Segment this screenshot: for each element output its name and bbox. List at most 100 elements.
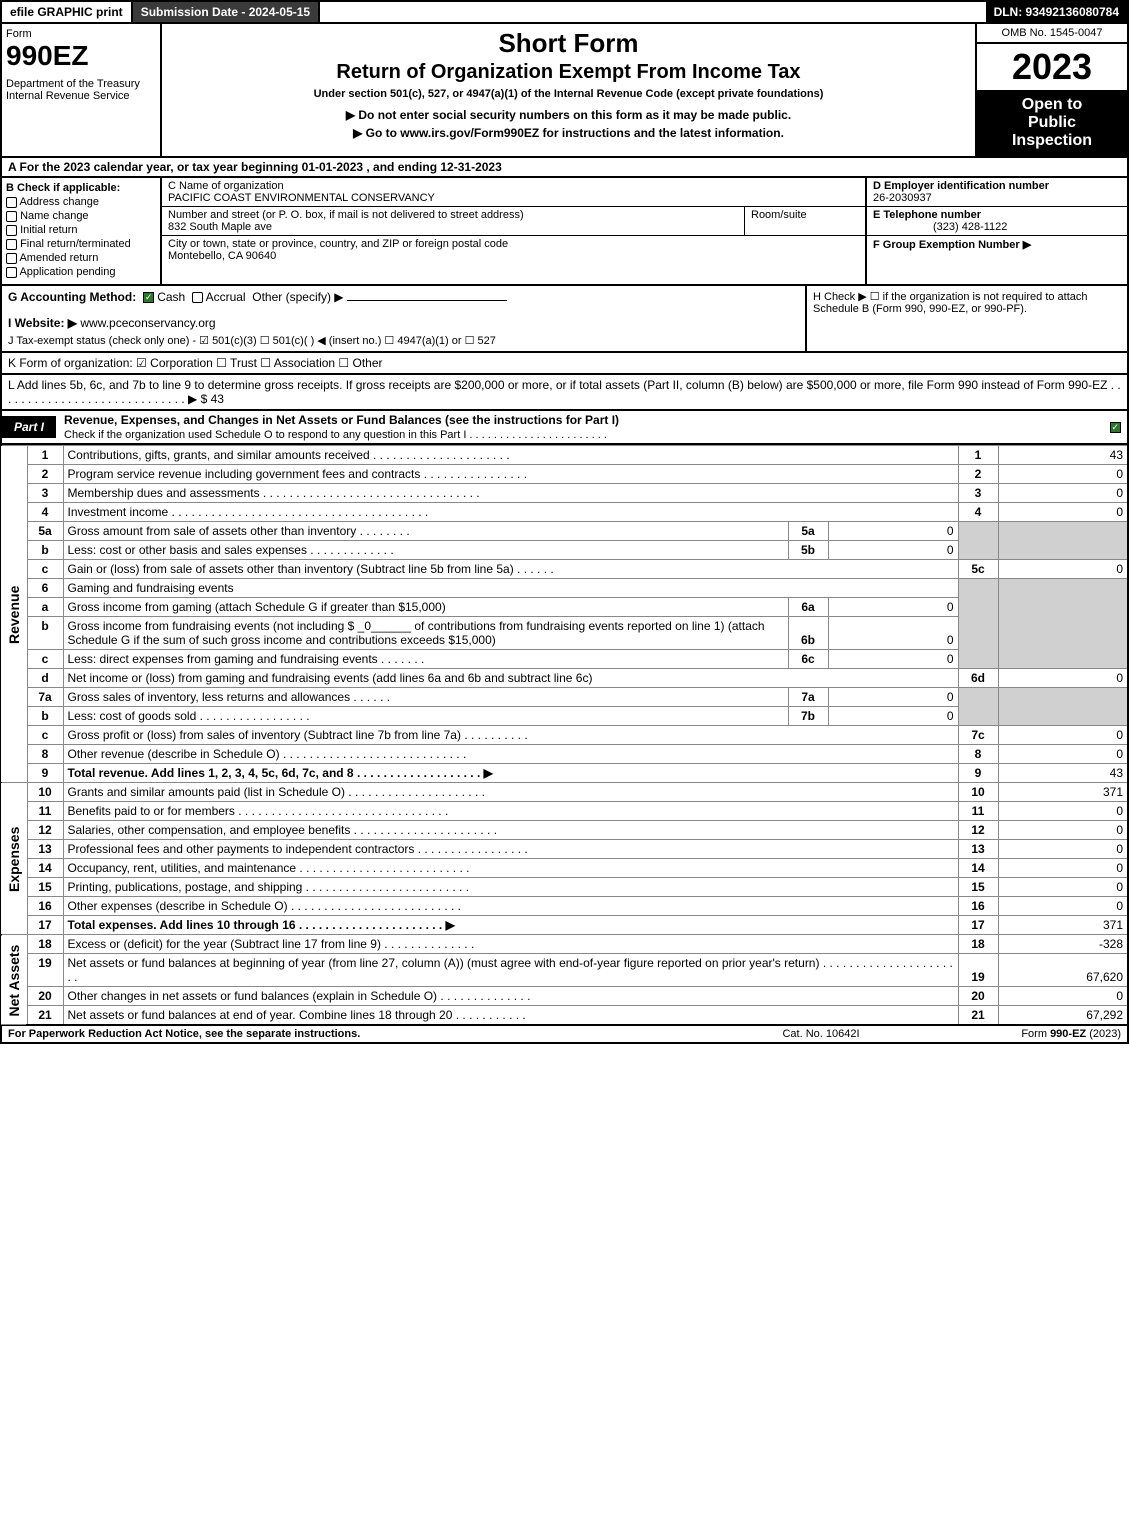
ln-6: 6 <box>27 579 63 598</box>
ref-16: 16 <box>958 897 998 916</box>
ref-10: 10 <box>958 783 998 802</box>
website-link[interactable]: www.pceconservancy.org <box>80 316 215 330</box>
val-5c: 0 <box>998 560 1128 579</box>
chk-application-pending[interactable]: Application pending <box>6 266 156 278</box>
desc-12: Salaries, other compensation, and employ… <box>63 821 958 840</box>
top-bar: efile GRAPHIC print Submission Date - 20… <box>0 0 1129 24</box>
efile-label[interactable]: efile GRAPHIC print <box>2 2 133 22</box>
form-word: Form <box>6 28 156 40</box>
val-3: 0 <box>998 484 1128 503</box>
ref-2: 2 <box>958 465 998 484</box>
ln-7a: 7a <box>27 688 63 707</box>
dln: DLN: 93492136080784 <box>986 2 1127 22</box>
website-label: I Website: ▶ <box>8 316 77 330</box>
subln-6c: 6c <box>788 650 828 669</box>
footer: For Paperwork Reduction Act Notice, see … <box>0 1026 1129 1044</box>
org-name-block: C Name of organization PACIFIC COAST ENV… <box>162 178 865 207</box>
chk-initial-return[interactable]: Initial return <box>6 224 156 236</box>
col-c-org-info: C Name of organization PACIFIC COAST ENV… <box>162 178 867 284</box>
val-16: 0 <box>998 897 1128 916</box>
chk-amended[interactable]: Amended return <box>6 252 156 264</box>
chk-address-change[interactable]: Address change <box>6 196 156 208</box>
chk-cash[interactable] <box>143 292 154 303</box>
ref-15: 15 <box>958 878 998 897</box>
ref-14: 14 <box>958 859 998 878</box>
city: Montebello, CA 90640 <box>168 250 859 262</box>
ln-15: 15 <box>27 878 63 897</box>
ln-16: 16 <box>27 897 63 916</box>
ref-7c: 7c <box>958 726 998 745</box>
ref-5c: 5c <box>958 560 998 579</box>
org-name-label: C Name of organization <box>168 180 859 192</box>
chk-final-return[interactable]: Final return/terminated <box>6 238 156 250</box>
desc-19: Net assets or fund balances at beginning… <box>63 954 958 987</box>
val-2: 0 <box>998 465 1128 484</box>
desc-14: Occupancy, rent, utilities, and maintena… <box>63 859 958 878</box>
instructions: ▶ Do not enter social security numbers o… <box>170 106 967 142</box>
ln-12: 12 <box>27 821 63 840</box>
suite-block: Room/suite <box>745 207 865 235</box>
val-11: 0 <box>998 802 1128 821</box>
header-left: Form 990EZ Department of the Treasury In… <box>2 24 162 156</box>
ref-9: 9 <box>958 764 998 783</box>
part-i-tab: Part I <box>2 416 56 438</box>
ln-13: 13 <box>27 840 63 859</box>
part-i-schedule-o-check[interactable] <box>1103 420 1127 434</box>
ref-17: 17 <box>958 916 998 935</box>
desc-6: Gaming and fundraising events <box>63 579 958 598</box>
header-center: Short Form Return of Organization Exempt… <box>162 24 977 156</box>
val-14: 0 <box>998 859 1128 878</box>
desc-18: Excess or (deficit) for the year (Subtra… <box>63 935 958 954</box>
desc-3: Membership dues and assessments . . . . … <box>63 484 958 503</box>
ln-6d: d <box>27 669 63 688</box>
val-13: 0 <box>998 840 1128 859</box>
desc-15: Printing, publications, postage, and shi… <box>63 878 958 897</box>
ref-20: 20 <box>958 987 998 1006</box>
ln-6c: c <box>27 650 63 669</box>
row-a-tax-year: A For the 2023 calendar year, or tax yea… <box>0 158 1129 178</box>
ref-19: 19 <box>958 954 998 987</box>
side-net-assets: Net Assets <box>1 935 27 1026</box>
val-7c: 0 <box>998 726 1128 745</box>
shade-5 <box>958 522 998 560</box>
city-label: City or town, state or province, country… <box>168 238 859 250</box>
ref-8: 8 <box>958 745 998 764</box>
desc-6b: Gross income from fundraising events (no… <box>63 617 788 650</box>
tax-year: 2023 <box>977 44 1127 90</box>
desc-20: Other changes in net assets or fund bala… <box>63 987 958 1006</box>
header: Form 990EZ Department of the Treasury In… <box>0 24 1129 158</box>
subval-7b: 0 <box>828 707 958 726</box>
chk-accrual[interactable] <box>192 292 203 303</box>
subval-6a: 0 <box>828 598 958 617</box>
ein-block: D Employer identification number 26-2030… <box>867 178 1127 207</box>
val-21: 67,292 <box>998 1006 1128 1026</box>
desc-6a: Gross income from gaming (attach Schedul… <box>63 598 788 617</box>
val-4: 0 <box>998 503 1128 522</box>
ref-11: 11 <box>958 802 998 821</box>
tax-exempt-status: J Tax-exempt status (check only one) - ☑… <box>8 334 799 347</box>
ln-5a: 5a <box>27 522 63 541</box>
phone: (323) 428-1122 <box>873 221 1007 233</box>
ln-7b: b <box>27 707 63 726</box>
ln-9: 9 <box>27 764 63 783</box>
desc-1: Contributions, gifts, grants, and simila… <box>63 446 958 465</box>
val-20: 0 <box>998 987 1128 1006</box>
row-k-form-of-org: K Form of organization: ☑ Corporation ☐ … <box>0 353 1129 375</box>
subln-6b: 6b <box>788 617 828 650</box>
subln-5b: 5b <box>788 541 828 560</box>
ln-20: 20 <box>27 987 63 1006</box>
chk-name-change[interactable]: Name change <box>6 210 156 222</box>
schedule-b-check: H Check ▶ ☐ if the organization is not r… <box>807 286 1127 351</box>
group-exemption-label: F Group Exemption Number ▶ <box>873 239 1031 251</box>
ln-6b: b <box>27 617 63 650</box>
desc-7b: Less: cost of goods sold . . . . . . . .… <box>63 707 788 726</box>
short-form-title: Short Form <box>170 28 967 59</box>
g-label: G Accounting Method: <box>8 290 136 304</box>
phone-label: E Telephone number <box>873 209 981 221</box>
footer-formno: Form 990-EZ (2023) <box>921 1028 1121 1040</box>
ein: 26-2030937 <box>873 192 932 204</box>
ln-1: 1 <box>27 446 63 465</box>
desc-17: Total expenses. Add lines 10 through 16 … <box>63 916 958 935</box>
street-row: Number and street (or P. O. box, if mail… <box>162 207 865 236</box>
val-19: 67,620 <box>998 954 1128 987</box>
